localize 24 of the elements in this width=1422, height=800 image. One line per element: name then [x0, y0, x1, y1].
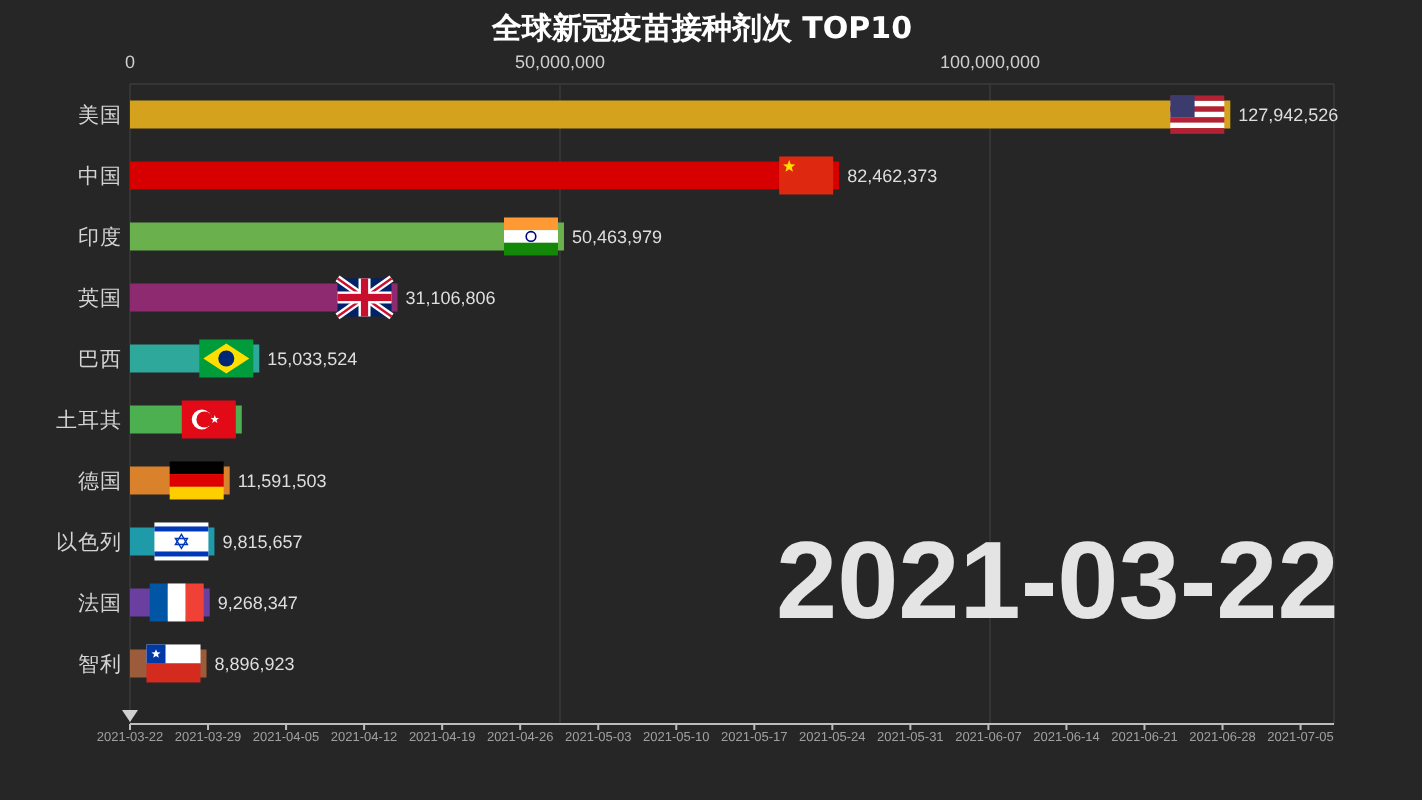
y-tick-label: 英国	[78, 284, 122, 311]
y-tick-label: 美国	[78, 101, 122, 128]
data-label: 31,106,806	[405, 287, 496, 308]
annotation: 2021-03-22	[776, 516, 1339, 644]
y-tick-label: 法国	[78, 589, 122, 616]
y-tick-label: 土耳其	[56, 406, 122, 433]
y-tick-label: 巴西	[78, 347, 122, 372]
chart-title: 全球新冠疫苗接种剂次 TOP10	[489, 10, 915, 48]
data-label: 8,896,923	[214, 653, 295, 674]
data-label: 50,463,979	[571, 226, 663, 247]
y-tick-label: 德国	[78, 469, 122, 494]
y-tick-label: 中国	[78, 162, 122, 189]
data-label: 15,033,524	[267, 348, 358, 369]
data-label: 11,591,503	[237, 470, 327, 491]
x-tick-label: 100,000,000	[939, 52, 1041, 72]
data-label: 9,815,657	[222, 531, 303, 552]
x-tick-label: 0	[124, 52, 136, 72]
x-tick-label: 50,000,000	[514, 52, 606, 72]
y-tick-label: 以色列	[56, 528, 122, 555]
data-label: 127,942,526	[1238, 104, 1339, 125]
data-label: 9,268,347	[217, 592, 298, 613]
y-tick-label: 智利	[78, 650, 122, 677]
y-tick-label: 印度	[78, 223, 122, 250]
data-label: 82,462,373	[847, 165, 938, 186]
